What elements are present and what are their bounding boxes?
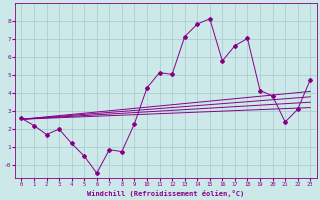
X-axis label: Windchill (Refroidissement éolien,°C): Windchill (Refroidissement éolien,°C) (87, 190, 244, 197)
